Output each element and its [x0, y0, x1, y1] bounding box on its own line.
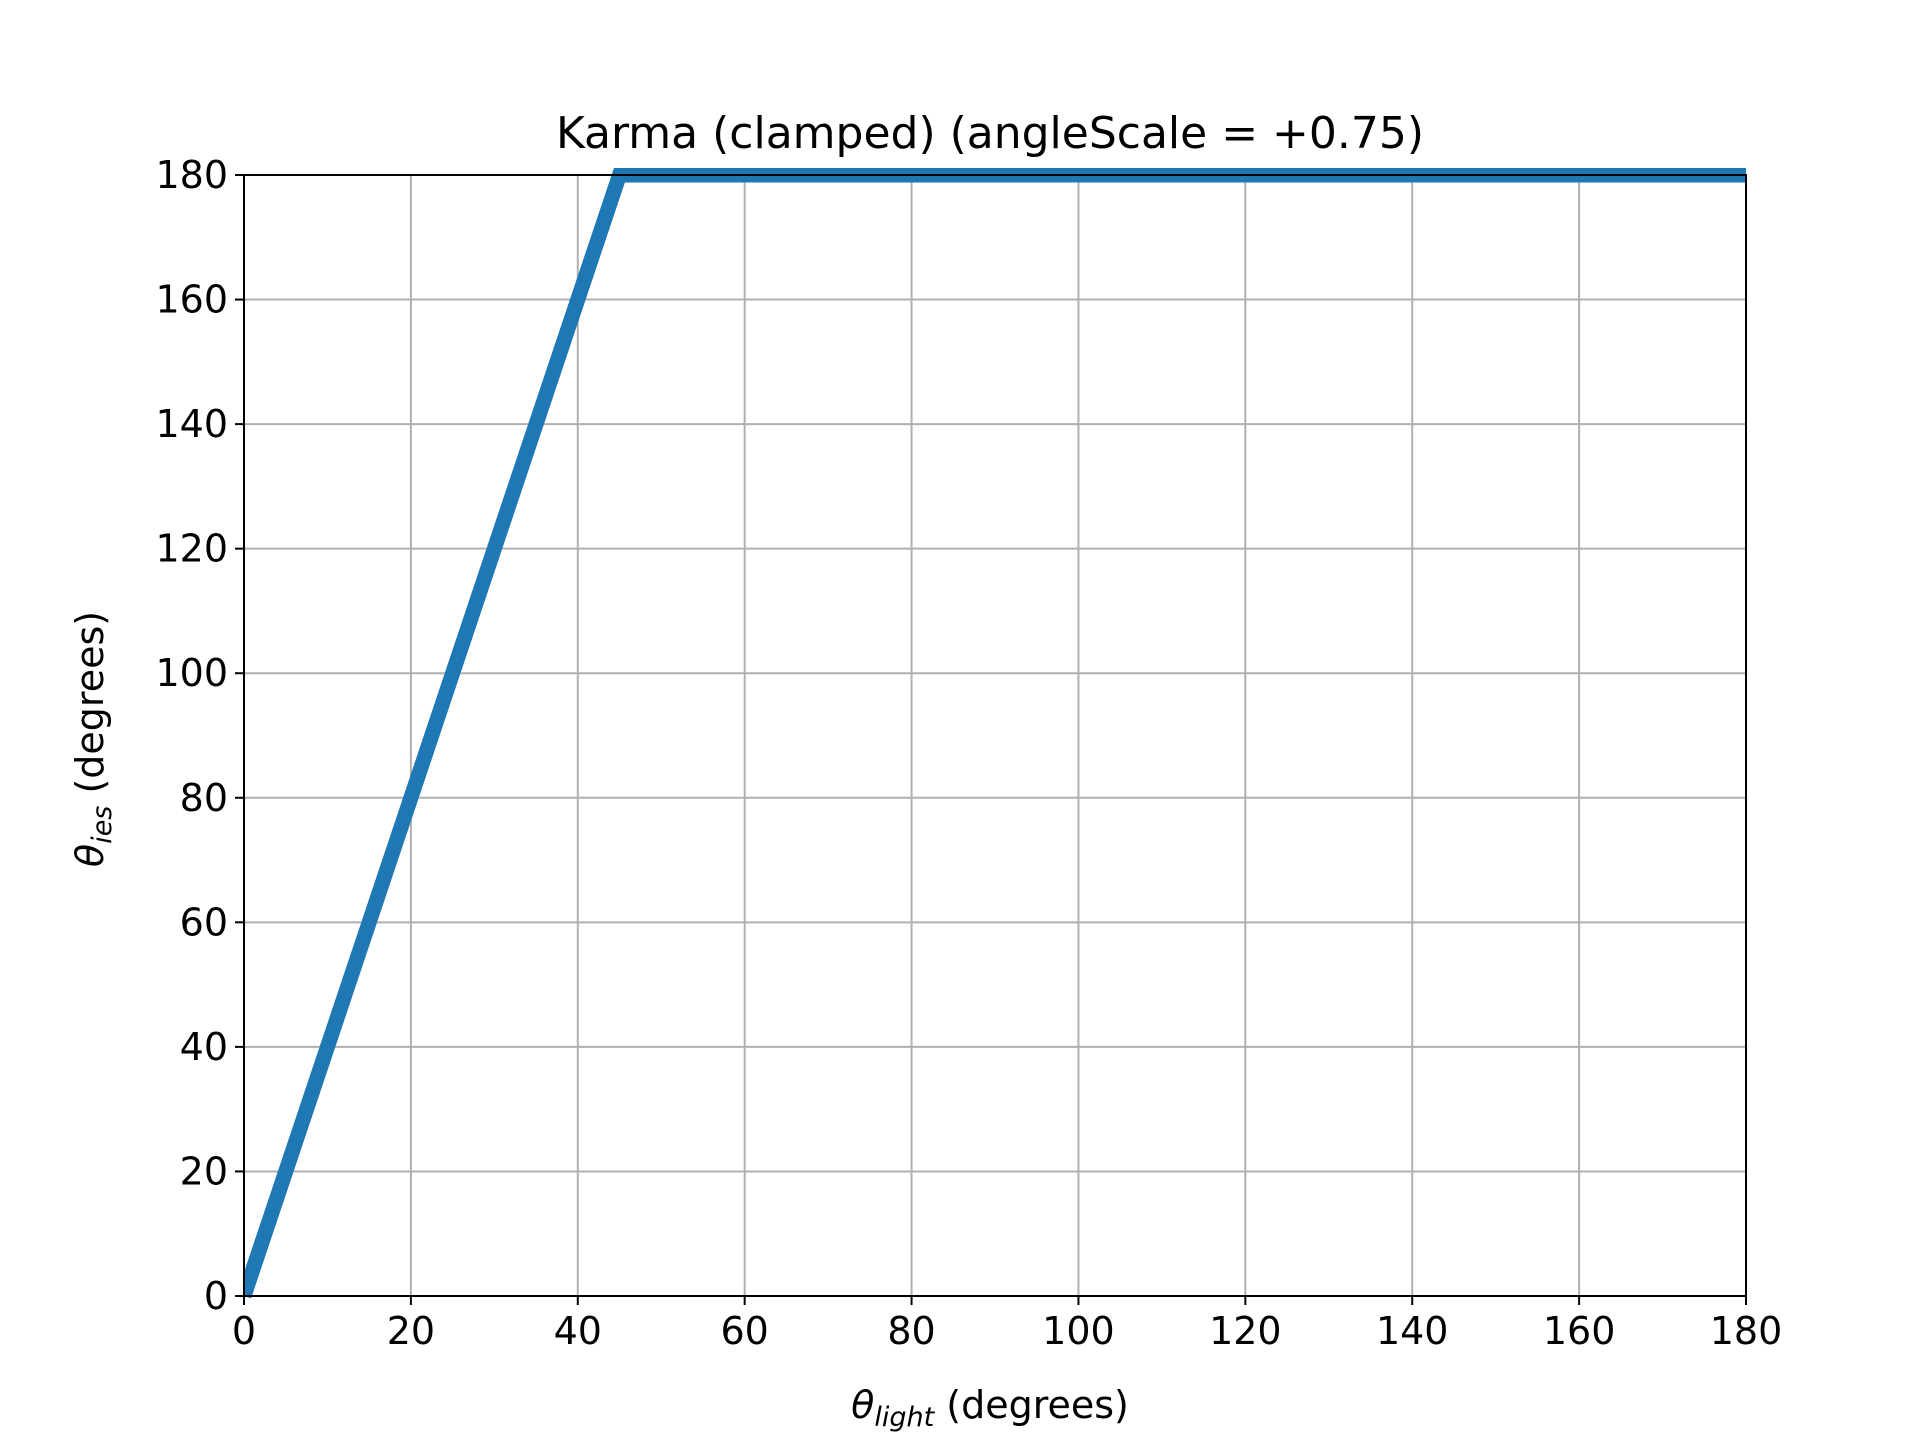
- x-axis-label-symbol: θ: [851, 1383, 874, 1427]
- x-tick-label: 140: [1376, 1309, 1449, 1353]
- x-tick-label: 100: [1042, 1309, 1115, 1353]
- x-axis-label-subscript: light: [874, 1402, 935, 1433]
- y-tick-label: 0: [204, 1274, 228, 1318]
- x-tick-label: 20: [387, 1309, 435, 1353]
- y-tick-label: 80: [180, 776, 228, 820]
- x-axis-label-suffix: (degrees): [934, 1383, 1129, 1427]
- x-tick-label: 40: [554, 1309, 602, 1353]
- x-tick-label: 80: [887, 1309, 935, 1353]
- chart-title: Karma (clamped) (angleScale = +0.75): [556, 108, 1424, 159]
- y-tick-label: 140: [155, 402, 228, 446]
- x-tick-label: 60: [720, 1309, 768, 1353]
- y-tick-label: 120: [155, 527, 228, 571]
- y-axis-label-suffix: (degrees): [68, 611, 112, 806]
- y-axis-label-symbol: θ: [68, 844, 112, 867]
- x-axis-label: θlight (degrees): [851, 1383, 1129, 1433]
- y-tick-label: 40: [180, 1025, 228, 1069]
- y-tick-label: 160: [155, 278, 228, 322]
- y-tick-label: 60: [180, 900, 228, 944]
- y-tick-label: 100: [155, 651, 228, 695]
- y-tick-label: 180: [155, 153, 228, 197]
- x-tick-label: 120: [1209, 1309, 1282, 1353]
- axis-ticks: 0 20 40 60 80 100 120 140 160 180 0 20 40 60 80 100 120 1…: [155, 153, 1782, 1353]
- y-tick-label: 20: [180, 1149, 228, 1193]
- plot-frame: [243, 174, 1747, 1297]
- x-tick-label: 180: [1710, 1309, 1783, 1353]
- y-axis-label: θies (degrees): [68, 611, 118, 867]
- x-tick-label: 0: [232, 1309, 256, 1353]
- x-tick-label: 160: [1543, 1309, 1616, 1353]
- y-axis-label-subscript: ies: [87, 806, 118, 844]
